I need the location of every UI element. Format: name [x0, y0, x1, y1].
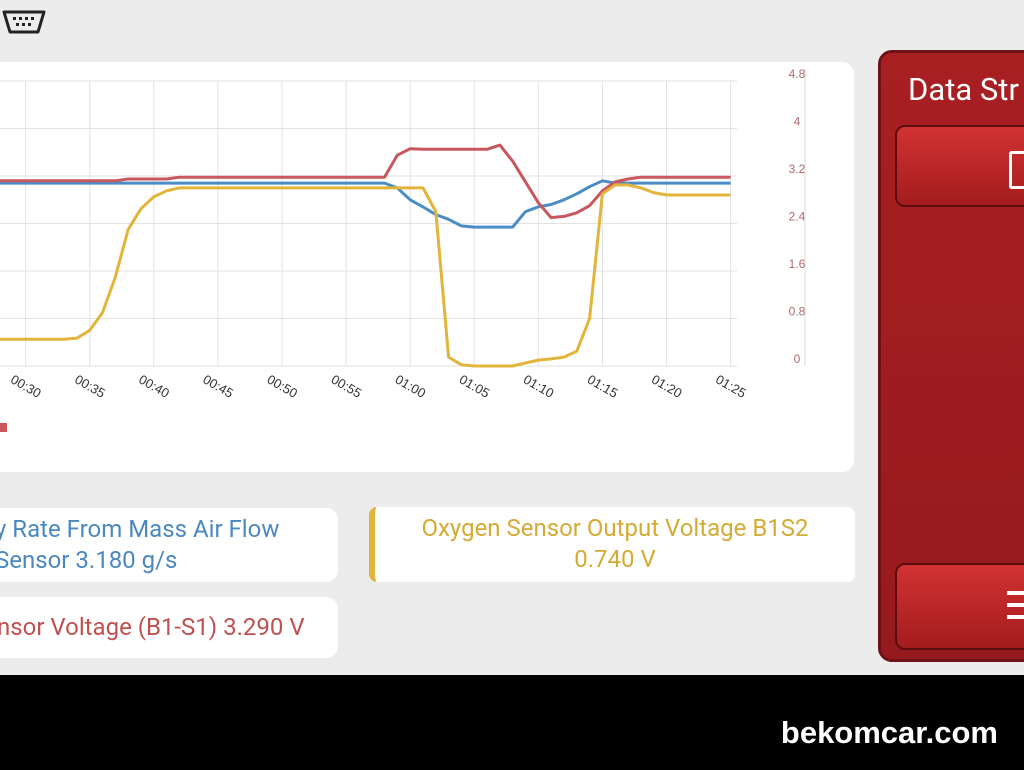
- y2-tick-label: 1.6: [789, 257, 806, 271]
- x-tick-label: 00:55: [329, 372, 365, 401]
- series-line: [0, 143, 731, 220]
- chart: 0 0.8 1.6 2.4 3.2 4 4.8 00:30 00:35 00:40 00:45 00:…: [0, 67, 806, 432]
- panel-button[interactable]: [895, 125, 1024, 207]
- legend-card[interactable]: nsor Voltage (B1-S1) 3.290 V: [0, 597, 338, 658]
- x-tick-label: 01:05: [457, 372, 493, 401]
- x-tick-label: 01:00: [393, 372, 429, 401]
- y2-tick-label: 0: [794, 352, 801, 366]
- bottom-bar: bekomcar.com: [0, 675, 1024, 770]
- x-tick-label: 01:20: [649, 372, 685, 401]
- panel-title: Data Str: [908, 71, 1019, 108]
- x-tick-label: 01:15: [585, 372, 621, 401]
- y2-tick-label: 4.8: [789, 67, 806, 81]
- x-tick-label: 01:10: [521, 372, 557, 401]
- watermark: bekomcar.com: [780, 715, 998, 750]
- legend-text: nsor Voltage (B1-S1) 3.290 V: [0, 613, 305, 641]
- legend-text: Oxygen Sensor Output Voltage B1S2 0.740 …: [421, 514, 809, 573]
- connector-icon[interactable]: [0, 8, 48, 38]
- y2-tick-label: 2.4: [789, 210, 806, 224]
- panel-button[interactable]: [895, 563, 1024, 650]
- legend-text: y Rate From Mass Air Flow Sensor 3.180 g…: [0, 515, 280, 574]
- button-icon: [1007, 603, 1024, 607]
- x-tick-label: 00:35: [72, 372, 108, 401]
- y2-tick-label: 0.8: [789, 305, 806, 319]
- x-tick-label: 00:40: [136, 372, 172, 401]
- legend-swatch: [0, 423, 7, 432]
- legend-card[interactable]: y Rate From Mass Air Flow Sensor 3.180 g…: [0, 508, 338, 582]
- x-tick-label: 00:30: [8, 372, 44, 401]
- x-tick-label: 00:50: [264, 372, 300, 401]
- series-line: [0, 179, 731, 229]
- y2-tick-label: 4: [794, 115, 801, 129]
- y2-tick-label: 3.2: [789, 162, 806, 176]
- side-panel: Data Str: [878, 50, 1024, 662]
- button-icon: [1007, 615, 1024, 619]
- chart-card: [0, 62, 854, 472]
- legend-card[interactable]: Oxygen Sensor Output Voltage B1S2 0.740 …: [369, 507, 855, 582]
- button-icon: [1007, 591, 1024, 595]
- button-icon: [1009, 151, 1024, 189]
- x-tick-label: 01:25: [713, 372, 749, 401]
- x-tick-label: 00:45: [200, 372, 236, 401]
- series-line: [0, 183, 731, 368]
